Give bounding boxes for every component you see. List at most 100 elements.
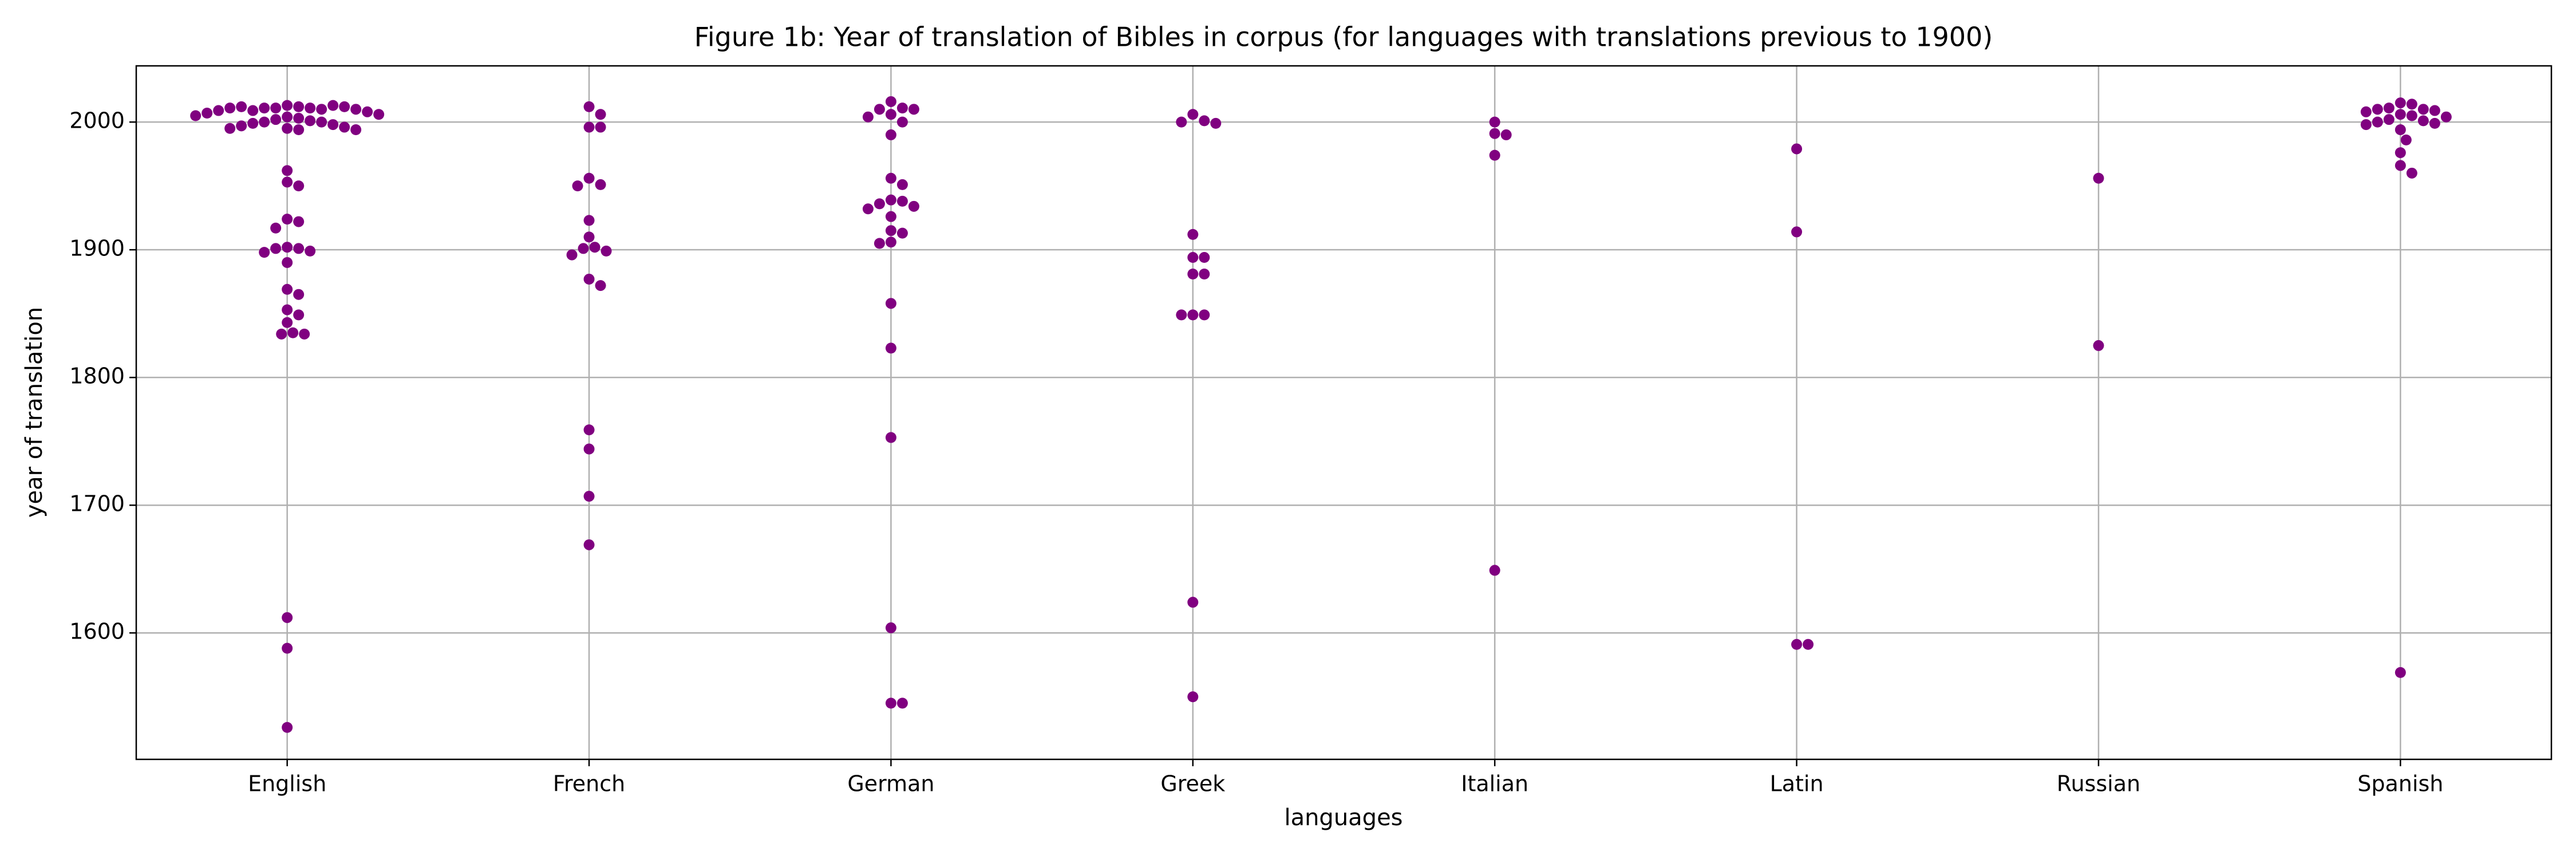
point — [595, 121, 606, 133]
point — [224, 103, 236, 114]
point — [583, 231, 595, 243]
point — [896, 116, 908, 128]
point — [1791, 639, 1803, 650]
point — [908, 104, 919, 115]
point — [282, 283, 293, 295]
point — [885, 211, 896, 222]
point — [595, 280, 606, 291]
point — [1489, 149, 1500, 161]
point — [2093, 172, 2104, 184]
point — [885, 342, 896, 354]
point — [1199, 269, 1210, 280]
point — [339, 121, 350, 133]
point — [259, 116, 270, 128]
point — [270, 114, 282, 125]
point — [1210, 117, 1222, 129]
chart-title: Figure 1b: Year of translation of Bibles… — [694, 22, 1993, 53]
point — [885, 194, 896, 206]
point — [1500, 129, 1512, 140]
x-tick-label: German — [847, 771, 934, 797]
point — [1187, 691, 1199, 703]
x-axis-label: languages — [1284, 805, 1402, 831]
point — [1187, 309, 1199, 321]
point — [362, 106, 373, 117]
x-tick-label: English — [248, 771, 326, 797]
point — [885, 432, 896, 443]
point — [282, 176, 293, 188]
x-tick-label: Greek — [1160, 771, 1225, 797]
point — [339, 101, 350, 112]
point — [293, 180, 305, 192]
point — [270, 243, 282, 254]
point — [583, 172, 595, 184]
y-tick-label: 1700 — [69, 491, 125, 517]
point — [190, 110, 202, 121]
point — [1176, 116, 1187, 128]
point — [293, 309, 305, 321]
point — [282, 100, 293, 111]
point — [282, 111, 293, 123]
point — [896, 195, 908, 207]
x-tick-label: French — [553, 771, 625, 797]
point — [270, 222, 282, 234]
point — [350, 124, 362, 136]
point — [1803, 639, 1814, 650]
point — [2417, 115, 2429, 127]
point — [874, 238, 885, 249]
point — [293, 289, 305, 300]
point — [2093, 340, 2104, 351]
point — [1791, 226, 1803, 238]
point — [2406, 110, 2417, 121]
point — [293, 124, 305, 136]
point — [572, 180, 583, 192]
point — [1199, 252, 1210, 263]
point — [1489, 116, 1500, 128]
point — [2395, 160, 2406, 171]
point — [2395, 147, 2406, 159]
point — [595, 179, 606, 190]
point — [885, 622, 896, 633]
point — [282, 165, 293, 176]
point — [583, 215, 595, 226]
point — [247, 117, 259, 129]
point — [583, 121, 595, 133]
point — [1791, 143, 1803, 155]
x-tick-label: Russian — [2057, 771, 2140, 797]
point — [299, 328, 310, 340]
point — [282, 612, 293, 623]
point — [282, 242, 293, 253]
point — [583, 491, 595, 502]
x-tick-label: Spanish — [2357, 771, 2443, 797]
y-tick-label: 1900 — [69, 236, 125, 261]
point — [282, 123, 293, 134]
point — [2400, 134, 2412, 145]
point — [2360, 119, 2372, 131]
point — [896, 698, 908, 709]
point — [1187, 228, 1199, 240]
point — [583, 273, 595, 285]
point — [896, 103, 908, 114]
point — [874, 104, 885, 115]
point — [305, 115, 316, 127]
point — [259, 103, 270, 114]
point — [578, 243, 589, 254]
point — [1489, 128, 1500, 139]
point — [2417, 104, 2429, 115]
plot-frame — [135, 65, 2553, 761]
point — [885, 129, 896, 140]
point — [589, 242, 600, 253]
point — [1187, 252, 1199, 263]
point — [2395, 124, 2406, 136]
point — [293, 243, 305, 254]
point — [2406, 98, 2417, 110]
point — [1199, 115, 1210, 127]
x-tick-label: Italian — [1461, 771, 1528, 797]
y-tick-label: 1800 — [69, 364, 125, 389]
point — [236, 101, 247, 112]
point — [2395, 667, 2406, 678]
point — [885, 698, 896, 709]
point — [2372, 116, 2383, 128]
x-tick-label: Latin — [1770, 771, 1824, 797]
point — [282, 304, 293, 316]
